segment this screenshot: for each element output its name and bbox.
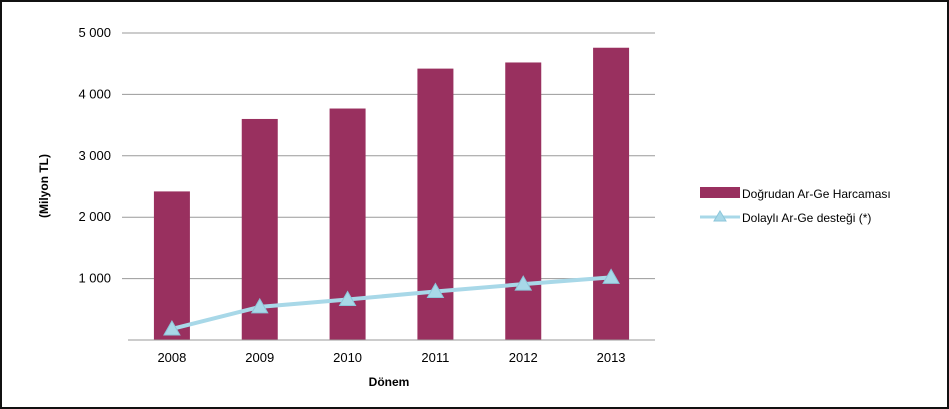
line-marker-2013 — [602, 268, 620, 284]
bar-2008 — [153, 191, 190, 340]
legend-label-bar: Doğrudan Ar-Ge Harcaması — [742, 187, 891, 201]
x-tick-label-2010: 2010 — [333, 350, 362, 365]
y-tick-label-0: 1 000 — [78, 271, 111, 286]
line-series — [163, 268, 620, 336]
x-tick-label-2012: 2012 — [509, 350, 538, 365]
x-tick-label-2013: 2013 — [597, 350, 626, 365]
line-marker-2012 — [514, 275, 533, 291]
bar-series — [153, 47, 630, 341]
x-tick-label-2009: 2009 — [245, 350, 274, 365]
y-tick-label-2: 3 000 — [78, 148, 111, 163]
x-axis-title: Dönem — [369, 375, 410, 389]
y-axis-title: (Milyon TL) — [37, 154, 51, 218]
bar-2013 — [593, 47, 630, 341]
x-tick-labels: 2008 2009 2010 2011 2012 2013 — [157, 350, 625, 365]
legend: Doğrudan Ar-Ge Harcaması Dolaylı Ar-Ge d… — [700, 187, 891, 225]
x-tick-label-2011: 2011 — [421, 350, 449, 365]
gridlines — [122, 32, 655, 280]
y-tick-label-4: 5 000 — [78, 25, 111, 40]
line-marker-2011 — [426, 282, 445, 298]
legend-swatch-bar — [700, 187, 740, 198]
legend-label-line: Dolaylı Ar-Ge desteği (*) — [742, 211, 871, 225]
bar-2012 — [505, 62, 542, 341]
y-tick-labels: 1 000 2 000 3 000 4 000 5 000 — [78, 25, 111, 286]
bar-2011 — [417, 68, 454, 340]
line-marker-2009 — [250, 297, 269, 314]
y-tick-label-3: 4 000 — [78, 86, 111, 101]
line-marker-2010 — [338, 290, 357, 306]
line-path — [171, 275, 612, 331]
x-tick-label-2008: 2008 — [157, 350, 186, 365]
legend-swatch-marker — [713, 210, 727, 222]
y-tick-label-1: 2 000 — [78, 209, 111, 224]
line-marker-2008 — [163, 319, 181, 336]
